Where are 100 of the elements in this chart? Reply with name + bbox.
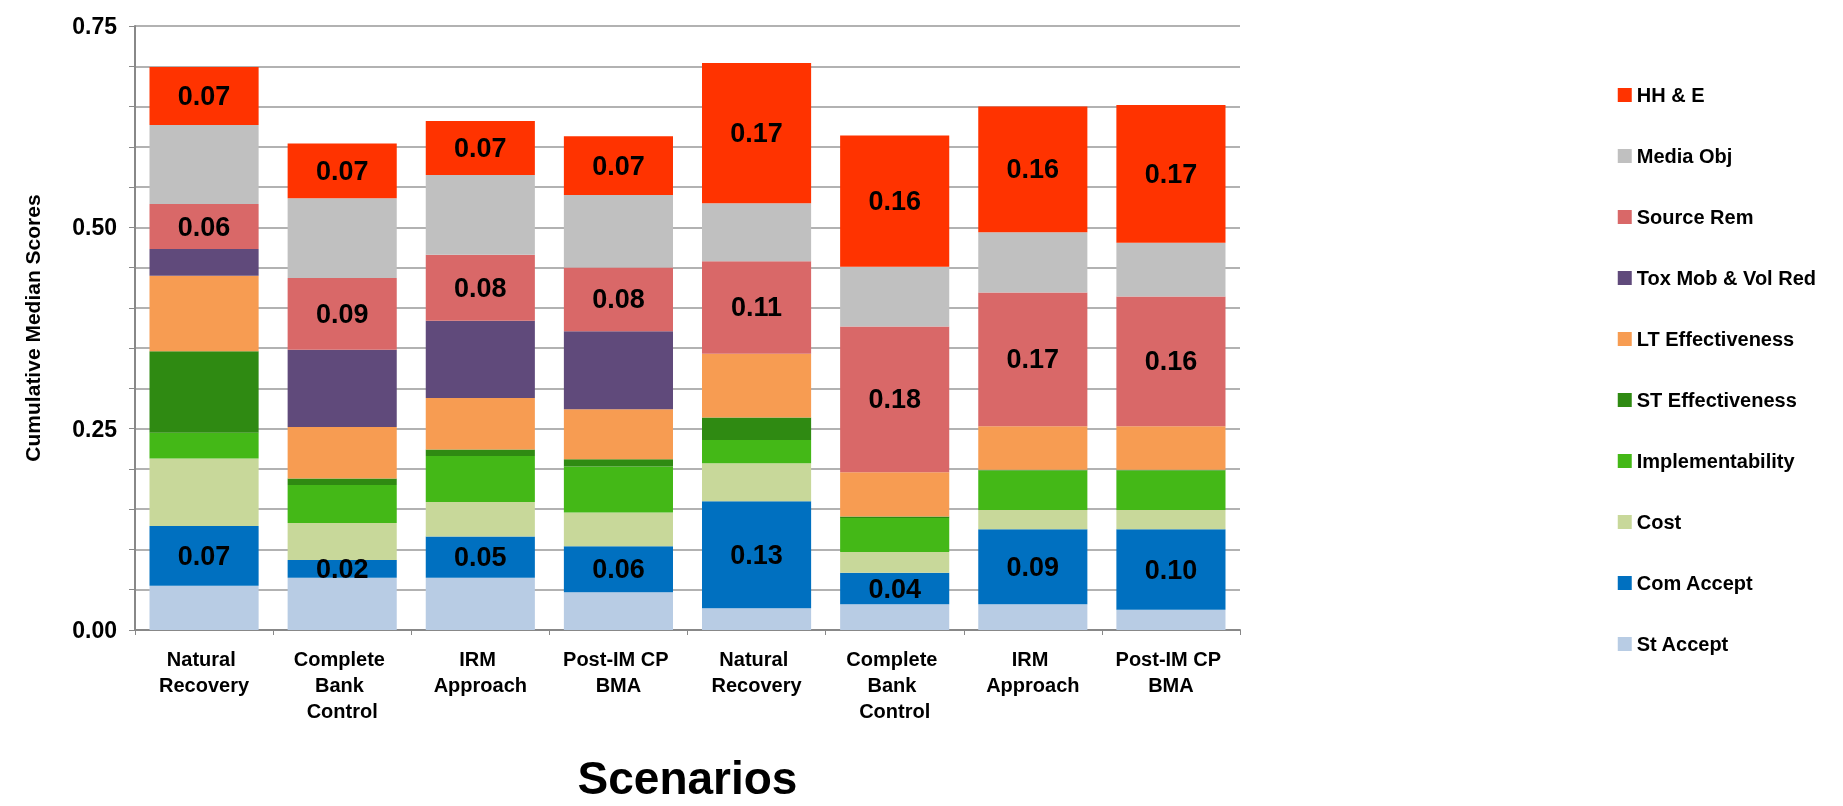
bar: [978, 529, 1088, 605]
bar: [149, 458, 259, 527]
data-label: 0.16: [1144, 346, 1198, 377]
bar: [702, 353, 812, 418]
bar: [840, 326, 950, 473]
bar: [425, 577, 535, 630]
legend-label: Com Accept: [1636, 572, 1754, 594]
bar: [149, 585, 259, 630]
bar: [425, 501, 535, 537]
data-label: 0.16: [868, 186, 921, 217]
bar: [287, 478, 397, 486]
bar: [149, 432, 259, 459]
data-label: 0.08: [454, 272, 507, 303]
bar: [149, 275, 259, 352]
bar: [702, 417, 812, 440]
bar: [287, 349, 397, 428]
legend-label: HH & E: [1636, 84, 1705, 106]
bar: [563, 409, 673, 460]
x-tick-label: Post-IM CP BMA: [1115, 648, 1227, 696]
data-label: 0.06: [592, 554, 645, 585]
bar: [702, 501, 812, 609]
y-tick-label: 0.25: [72, 415, 118, 442]
bar: [425, 398, 535, 450]
data-label: 0.07: [315, 155, 369, 186]
bar: [1116, 296, 1226, 427]
bar: [149, 67, 259, 126]
data-label: 0.18: [868, 384, 921, 415]
legend-label: Cost: [1636, 511, 1682, 533]
data-label: 0.17: [1144, 158, 1198, 189]
x-axis-title: Scenarios: [577, 752, 798, 804]
legend-label: LT Effectiveness: [1636, 328, 1795, 350]
bar: [1116, 529, 1226, 610]
bar: [425, 456, 535, 502]
bar: [978, 604, 1088, 630]
bar: [978, 232, 1088, 293]
data-label: 0.08: [592, 284, 645, 315]
x-tick-label: Post-IM CP BMA: [563, 648, 674, 696]
legend-label: St Accept: [1636, 633, 1729, 655]
bar: [1116, 470, 1226, 511]
bar: [702, 608, 812, 630]
data-label: 0.17: [730, 118, 783, 149]
bar: [149, 125, 259, 204]
x-tick-label: Complete Bank Control: [293, 648, 391, 722]
bar: [840, 472, 950, 517]
data-label: 0.09: [315, 298, 369, 329]
bar: [840, 551, 950, 573]
legend-label: Source Rem: [1636, 206, 1754, 228]
legend-label: Media Obj: [1636, 145, 1733, 167]
bar: [840, 604, 950, 630]
x-tick-label: Natural Recovery: [711, 648, 803, 696]
bar: [978, 470, 1088, 511]
bar: [978, 426, 1088, 470]
data-label: 0.11: [731, 292, 783, 323]
bar: [287, 485, 397, 523]
bar: [287, 522, 397, 560]
y-axis-title: Cumulative Median Scores: [21, 194, 44, 462]
legend-label: Tox Mob & Vol Red: [1636, 267, 1816, 289]
bar: [287, 198, 397, 279]
data-label: 0.07: [177, 81, 231, 112]
bar: [1116, 242, 1226, 297]
data-label: 0.10: [1144, 554, 1198, 585]
bar: [563, 592, 673, 630]
bar: [1116, 104, 1226, 243]
y-tick-label: 0.00: [72, 617, 117, 643]
data-label: 0.16: [1006, 154, 1060, 185]
data-label: 0.04: [868, 573, 921, 604]
legend-label: Implementability: [1636, 450, 1796, 472]
bar: [563, 512, 673, 547]
bar: [425, 254, 535, 321]
bar: [425, 320, 535, 399]
bar: [425, 449, 535, 457]
x-tick-label: Complete Bank Control: [846, 648, 944, 722]
data-label: 0.07: [592, 150, 645, 181]
bar: [563, 331, 673, 410]
bar: [840, 518, 950, 552]
bar: [840, 135, 950, 267]
bar: [978, 292, 1088, 427]
bar: [702, 463, 812, 502]
bar: [702, 439, 812, 464]
x-tick-label: IRM Approach: [986, 648, 1080, 696]
bar: [149, 526, 259, 586]
data-label: 0.05: [454, 542, 507, 573]
data-label: 0.07: [454, 133, 507, 164]
data-label: 0.06: [177, 211, 231, 242]
bar: [563, 136, 673, 196]
legend-label: ST Effectiveness: [1636, 389, 1797, 411]
bar: [563, 466, 673, 513]
x-tick-label: IRM Approach: [433, 648, 527, 696]
bar: [425, 121, 535, 175]
bar: [1116, 426, 1226, 470]
bar: [563, 459, 673, 467]
bar: [287, 577, 397, 630]
bar: [702, 203, 812, 262]
bar: [149, 351, 259, 433]
bar: [287, 143, 397, 199]
bar: [978, 106, 1088, 233]
y-tick-label: 0.50: [72, 214, 117, 241]
bar: [702, 63, 812, 204]
x-tick-label: Natural Recovery: [159, 648, 250, 696]
bar: [840, 266, 950, 327]
